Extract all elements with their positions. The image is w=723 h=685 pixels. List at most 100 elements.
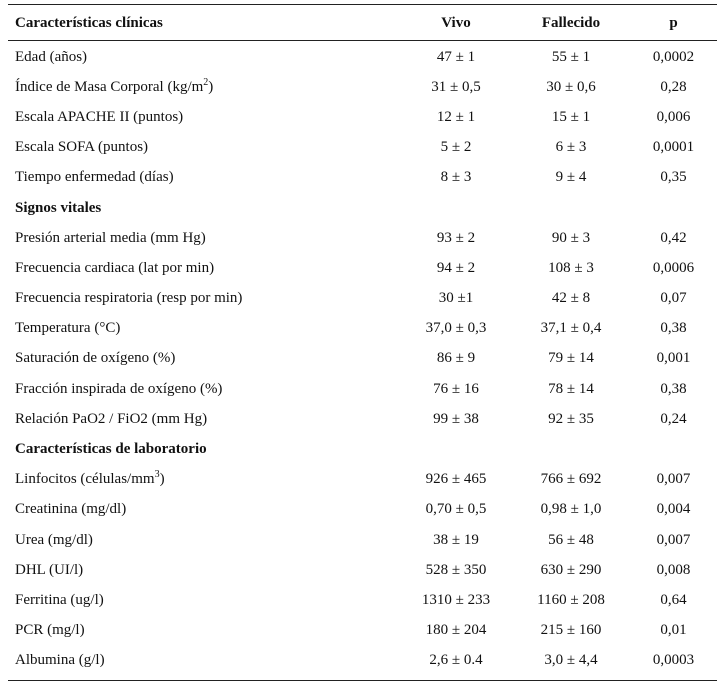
- row-label-text: Linfocitos (células/mm: [15, 471, 155, 488]
- header-row: Características clínicas Vivo Fallecido …: [8, 4, 717, 42]
- cell-vivo: 47 ± 1: [436, 48, 476, 65]
- cell-p-value: 0,001: [656, 350, 691, 367]
- cell-vivo: 8 ± 3: [440, 169, 472, 186]
- cell-fallecido: 92 ± 35: [548, 410, 594, 427]
- cell-p-value: 0,007: [656, 531, 691, 548]
- cell-fallecido: 79 ± 14: [548, 350, 594, 367]
- clinical-table-container: Características clínicas Vivo Fallecido …: [8, 4, 717, 676]
- table-row: Frecuencia cardiaca (lat por min) 94 ± 2…: [8, 253, 717, 283]
- cell-p-value: 0,008: [656, 561, 691, 578]
- table-header: Características clínicas Vivo Fallecido …: [8, 4, 717, 42]
- row-label: Frecuencia cardiaca (lat por min): [15, 259, 215, 276]
- section-row-vitals: Signos vitales: [8, 193, 717, 223]
- table-row: Presión arterial media (mm Hg) 93 ± 2 90…: [8, 223, 717, 253]
- cell-fallecido: 766 ± 692: [540, 471, 602, 488]
- cell-p-value: 0,007: [656, 471, 691, 488]
- cell-p-value: 0,28: [660, 78, 687, 95]
- superscript: 3: [154, 469, 160, 481]
- table-row: Relación PaO2 / FiO2 (mm Hg) 99 ± 38 92 …: [8, 404, 717, 434]
- table-top-rule: [8, 4, 717, 5]
- cell-vivo: 12 ± 1: [436, 108, 476, 125]
- clinical-characteristics-table: Características clínicas Vivo Fallecido …: [8, 4, 717, 676]
- cell-fallecido: 108 ± 3: [548, 259, 594, 276]
- table-row: Urea (mg/dl) 38 ± 19 56 ± 48 0,007: [8, 525, 717, 555]
- cell-p-value: 0,0006: [652, 259, 695, 276]
- section-heading-lab: Características de laboratorio: [15, 441, 207, 458]
- cell-vivo: 93 ± 2: [436, 229, 476, 246]
- table-row: DHL (UI/l) 528 ± 350 630 ± 290 0,008: [8, 555, 717, 585]
- cell-vivo: 926 ± 465: [425, 471, 487, 488]
- row-label: Escala SOFA (puntos): [15, 139, 149, 156]
- cell-fallecido: 55 ± 1: [551, 48, 591, 65]
- table-row: Albumina (g/l) 2,6 ± 0.4 3,0 ± 4,4 0,000…: [8, 646, 717, 676]
- cell-fallecido: 215 ± 160: [540, 622, 602, 639]
- cell-vivo: 31 ± 0,5: [431, 78, 481, 95]
- cell-p-value: 0,42: [660, 229, 687, 246]
- row-label: Presión arterial media (mm Hg): [15, 229, 206, 246]
- table-bottom-rule: [8, 680, 717, 681]
- cell-fallecido: 15 ± 1: [551, 108, 591, 125]
- cell-fallecido: 3,0 ± 4,4: [544, 652, 598, 669]
- table-row: Frecuencia respiratoria (resp por min) 3…: [8, 284, 717, 314]
- cell-vivo: 5 ± 2: [440, 139, 472, 156]
- row-label: DHL (UI/l): [15, 561, 84, 578]
- row-label: Ferritina (ug/l): [15, 591, 104, 608]
- cell-vivo: 30 ±1: [438, 290, 474, 307]
- cell-p-value: 0,0002: [652, 48, 695, 65]
- section-heading-vitals: Signos vitales: [15, 199, 102, 216]
- cell-p-value: 0,07: [660, 290, 687, 307]
- row-label: Saturación de oxígeno (%): [15, 350, 176, 367]
- cell-p-value: 0,0001: [652, 139, 695, 156]
- cell-p-value: 0,64: [660, 591, 687, 608]
- cell-fallecido: 42 ± 8: [551, 290, 591, 307]
- cell-vivo: 180 ± 204: [425, 622, 487, 639]
- table-row: Creatinina (mg/dl) 0,70 ± 0,5 0,98 ± 1,0…: [8, 495, 717, 525]
- row-label-text: Índice de Masa Corporal (kg/m: [15, 78, 204, 95]
- row-label: Escala APACHE II (puntos): [15, 108, 184, 125]
- table-row: Linfocitos (células/mm3) 926 ± 465 766 ±…: [8, 465, 717, 495]
- row-label-tail: ): [159, 471, 165, 488]
- cell-p-value: 0,38: [660, 380, 687, 397]
- cell-fallecido: 37,1 ± 0,4: [540, 320, 602, 337]
- cell-vivo: 99 ± 38: [433, 410, 479, 427]
- row-label: Creatinina (mg/dl): [15, 501, 127, 518]
- cell-vivo: 0,70 ± 0,5: [425, 501, 487, 518]
- header-p-value: p: [669, 14, 678, 31]
- cell-p-value: 0,0003: [652, 652, 695, 669]
- row-label: Relación PaO2 / FiO2 (mm Hg): [15, 410, 208, 427]
- cell-p-value: 0,004: [656, 501, 691, 518]
- cell-p-value: 0,24: [660, 410, 687, 427]
- row-label: Índice de Masa Corporal (kg/m2): [8, 72, 400, 102]
- table-row: Ferritina (ug/l) 1310 ± 233 1160 ± 208 0…: [8, 585, 717, 615]
- header-characteristics: Características clínicas: [15, 14, 163, 31]
- table-row: Fracción inspirada de oxígeno (%) 76 ± 1…: [8, 374, 717, 404]
- table-row: Temperatura (°C) 37,0 ± 0,3 37,1 ± 0,4 0…: [8, 314, 717, 344]
- table-body: Edad (años) 47 ± 1 55 ± 1 0,0002 Índice …: [8, 42, 717, 676]
- row-label: Urea (mg/dl): [15, 531, 93, 548]
- cell-fallecido: 0,98 ± 1,0: [540, 501, 602, 518]
- row-label: Temperatura (°C): [15, 320, 121, 337]
- cell-vivo: 86 ± 9: [436, 350, 476, 367]
- cell-vivo: 76 ± 16: [433, 380, 479, 397]
- row-label: Tiempo enfermedad (días): [15, 169, 174, 186]
- table-row: PCR (mg/l) 180 ± 204 215 ± 160 0,01: [8, 616, 717, 646]
- row-label: Linfocitos (células/mm3): [8, 465, 400, 495]
- cell-vivo: 528 ± 350: [425, 561, 487, 578]
- superscript: 2: [203, 76, 209, 88]
- row-label: Frecuencia respiratoria (resp por min): [15, 290, 243, 307]
- table-row: Edad (años) 47 ± 1 55 ± 1 0,0002: [8, 42, 717, 72]
- cell-p-value: 0,38: [660, 320, 687, 337]
- cell-fallecido: 90 ± 3: [551, 229, 591, 246]
- row-label: Fracción inspirada de oxígeno (%): [15, 380, 223, 397]
- cell-vivo: 38 ± 19: [433, 531, 479, 548]
- row-label: Albumina (g/l): [15, 652, 105, 669]
- cell-p-value: 0,006: [656, 108, 691, 125]
- header-fallecido: Fallecido: [541, 14, 601, 31]
- row-label-tail: ): [208, 78, 214, 95]
- cell-p-value: 0,01: [660, 622, 687, 639]
- cell-p-value: 0,35: [660, 169, 687, 186]
- cell-vivo: 1310 ± 233: [421, 591, 491, 608]
- cell-fallecido: 1160 ± 208: [537, 591, 605, 608]
- cell-fallecido: 78 ± 14: [548, 380, 594, 397]
